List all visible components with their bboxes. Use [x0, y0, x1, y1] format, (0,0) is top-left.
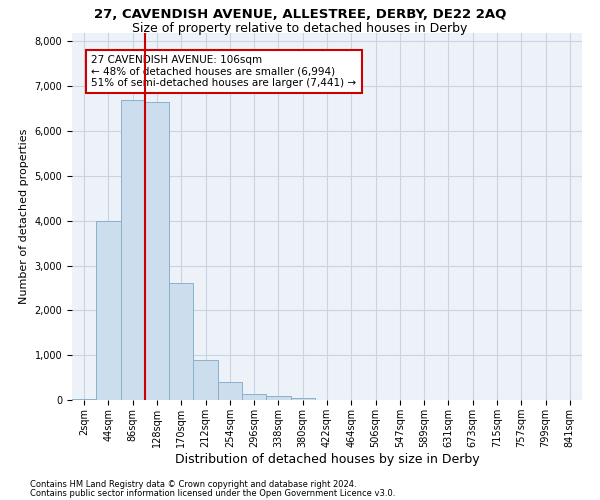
Text: Contains HM Land Registry data © Crown copyright and database right 2024.: Contains HM Land Registry data © Crown c…	[30, 480, 356, 489]
Bar	[96, 220, 121, 400]
Bar	[72, 399, 96, 400]
Text: 27 CAVENDISH AVENUE: 106sqm
← 48% of detached houses are smaller (6,994)
51% of : 27 CAVENDISH AVENUE: 106sqm ← 48% of det…	[91, 55, 356, 88]
Bar	[193, 360, 218, 400]
Text: 27, CAVENDISH AVENUE, ALLESTREE, DERBY, DE22 2AQ: 27, CAVENDISH AVENUE, ALLESTREE, DERBY, …	[94, 8, 506, 20]
Bar	[145, 102, 169, 400]
Bar	[121, 100, 145, 400]
X-axis label: Distribution of detached houses by size in Derby: Distribution of detached houses by size …	[175, 452, 479, 466]
Text: Contains public sector information licensed under the Open Government Licence v3: Contains public sector information licen…	[30, 488, 395, 498]
Bar	[169, 284, 193, 400]
Y-axis label: Number of detached properties: Number of detached properties	[19, 128, 29, 304]
Bar	[218, 382, 242, 400]
Text: Size of property relative to detached houses in Derby: Size of property relative to detached ho…	[133, 22, 467, 35]
Bar	[242, 394, 266, 400]
Bar	[290, 398, 315, 400]
Bar	[266, 396, 290, 400]
